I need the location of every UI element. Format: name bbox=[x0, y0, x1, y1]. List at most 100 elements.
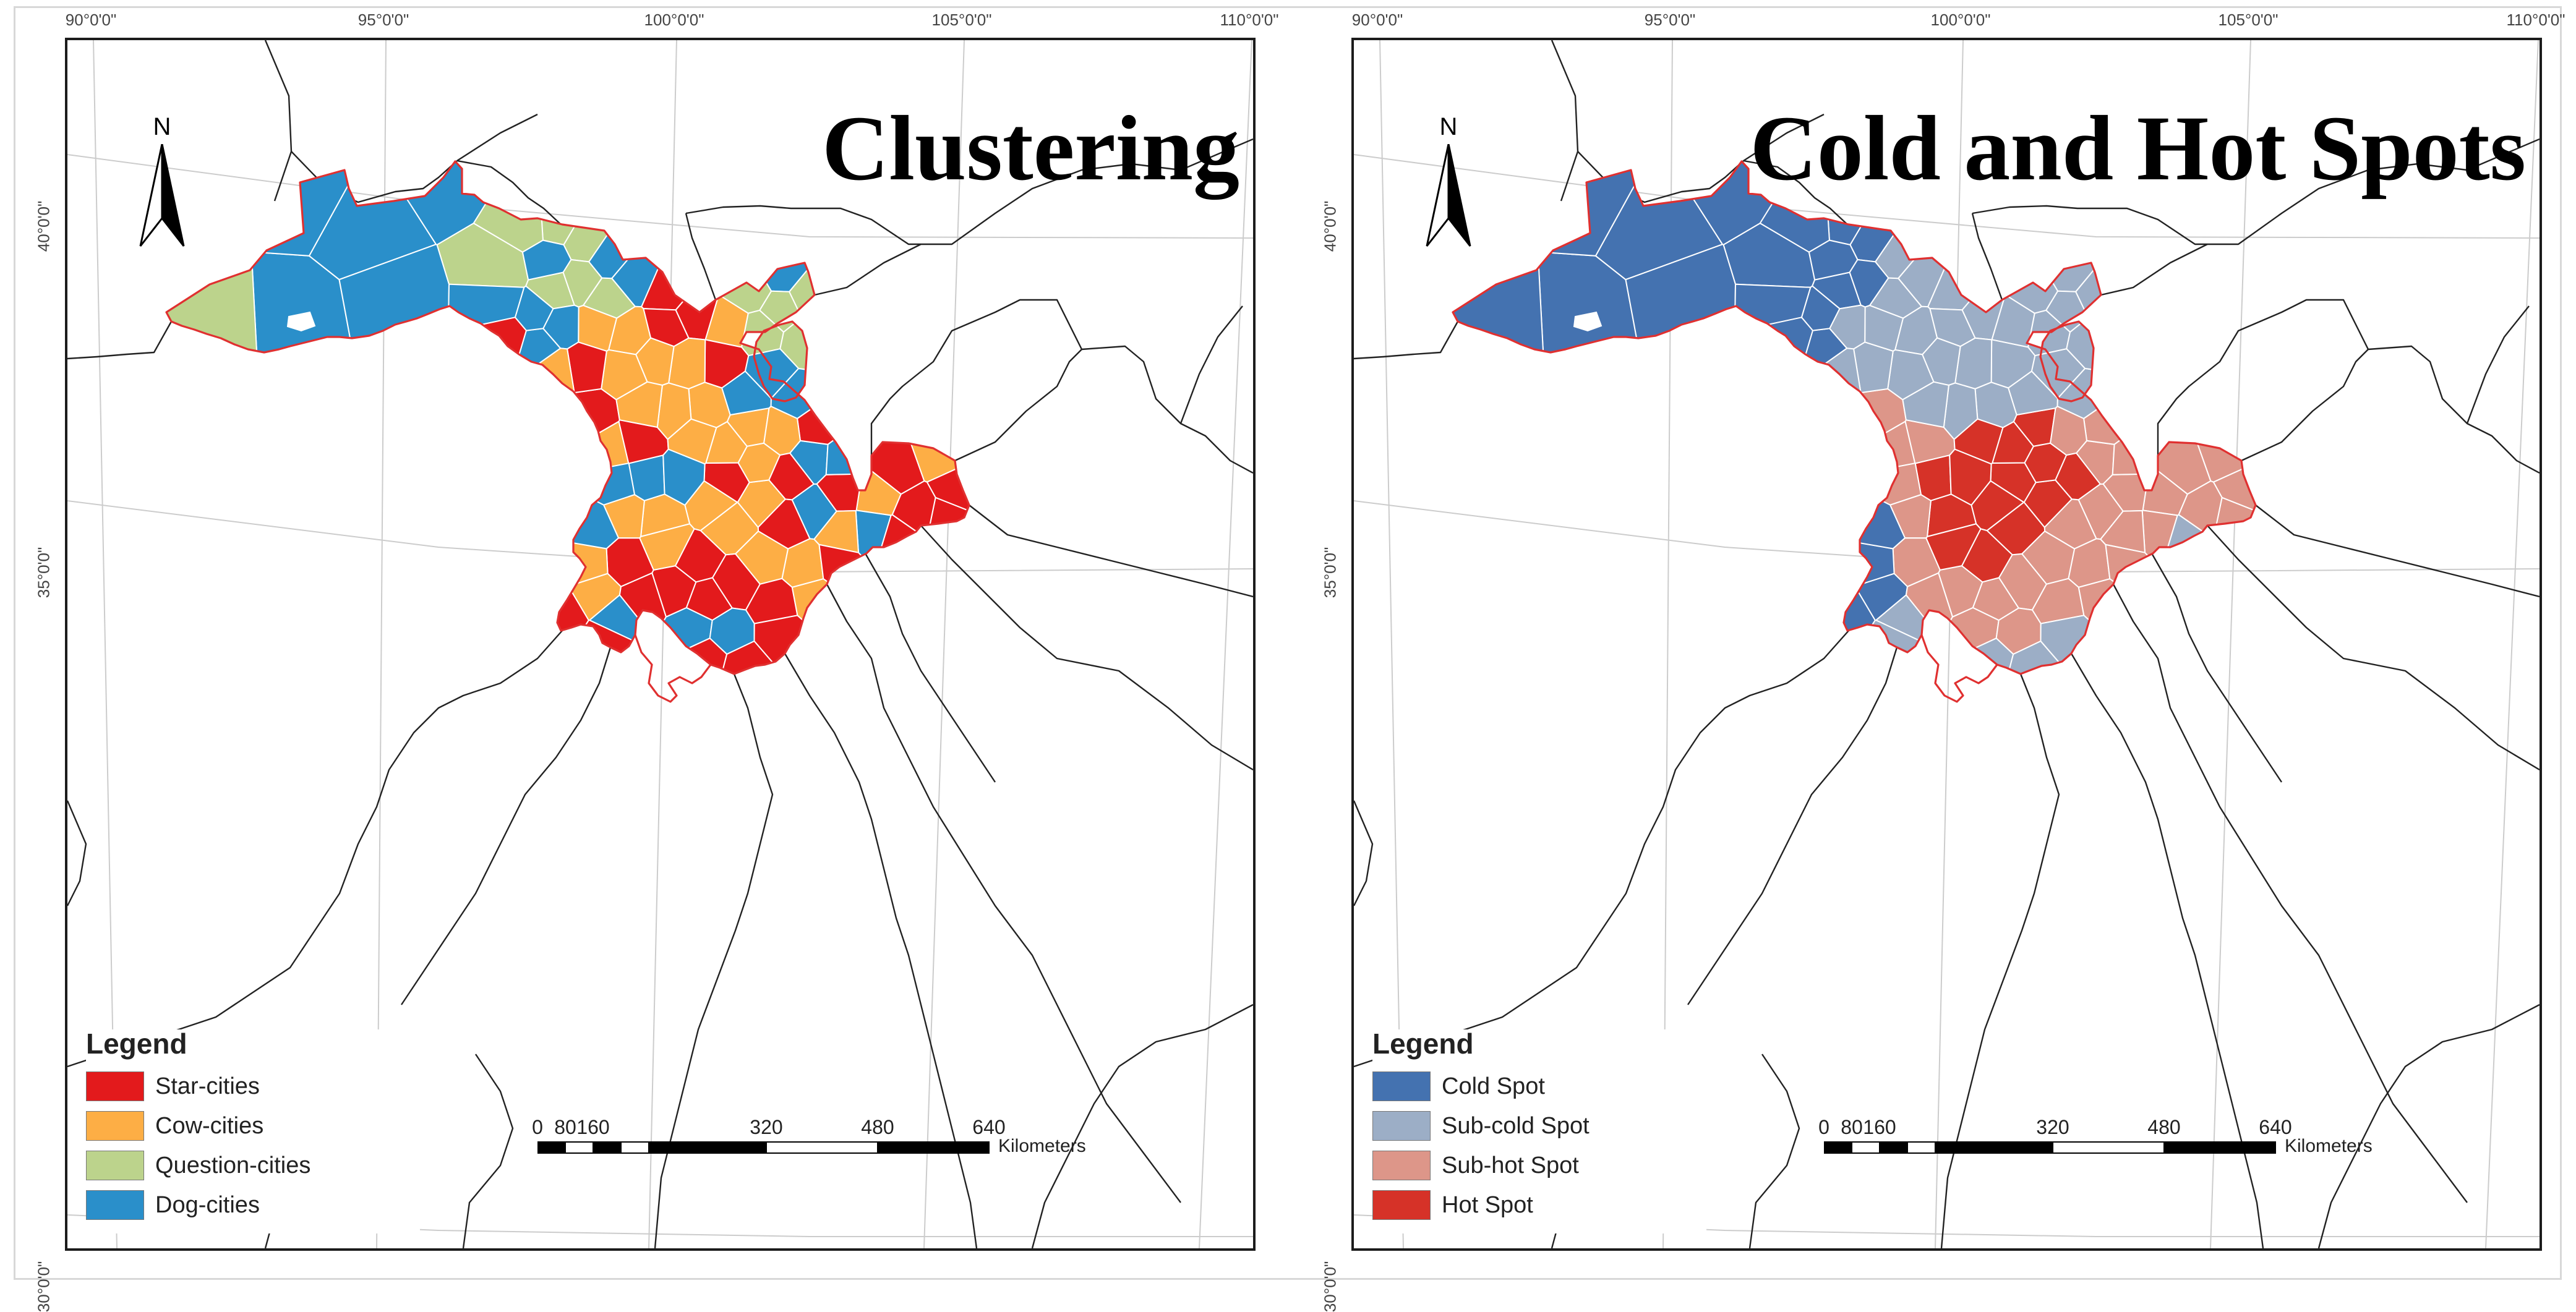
scale-bar-tick-label: 160 bbox=[576, 1116, 610, 1138]
north-arrow-label: N bbox=[153, 113, 171, 140]
scale-bar-tick-label: 480 bbox=[861, 1116, 894, 1138]
district-region bbox=[2055, 452, 2102, 501]
basemap-boundary-line bbox=[264, 40, 293, 202]
scale-bar-tick-label: 0 bbox=[1818, 1116, 1829, 1138]
map-legend: Legend Star-cities Cow-cities Question-citi… bbox=[86, 1029, 420, 1233]
scale-bar-tick-label: 640 bbox=[972, 1116, 1006, 1138]
scale-bar-tick-label: 480 bbox=[2147, 1116, 2181, 1138]
legend-label: Question-cities bbox=[155, 1152, 311, 1178]
province-outline bbox=[1920, 634, 1998, 703]
district-region bbox=[641, 164, 710, 311]
clustering-map-panel: Clustering N Legend Star-cities Cow-cities Qu… bbox=[65, 38, 1256, 1251]
basemap-boundary-line bbox=[2100, 243, 2208, 296]
legend-title: Legend bbox=[1372, 1028, 1474, 1060]
district-region bbox=[1727, 347, 1862, 482]
legend-swatch bbox=[86, 1071, 144, 1101]
longitude-tick-label: 105°0'0" bbox=[931, 11, 992, 29]
district-region bbox=[2066, 317, 2219, 378]
legend-item: Question-cities bbox=[86, 1146, 420, 1185]
legend-swatch bbox=[86, 1151, 144, 1180]
legend-label: Sub-hot Spot bbox=[1442, 1152, 1579, 1178]
panel-title: Clustering bbox=[822, 97, 1239, 200]
legend-label: Dog-cities bbox=[155, 1191, 260, 1218]
longitude-tick-label: 90°0'0" bbox=[65, 11, 117, 29]
province-boundary bbox=[165, 160, 970, 703]
basemap-boundary-line bbox=[2241, 349, 2369, 462]
district-region bbox=[615, 381, 664, 428]
graticule-line bbox=[1354, 154, 2540, 239]
longitude-tick-label: 95°0'0" bbox=[1644, 11, 1696, 29]
graticule-line bbox=[2485, 40, 2539, 1248]
district-region bbox=[1625, 244, 1737, 509]
basemap-boundary-line bbox=[1081, 345, 1253, 474]
legend-swatch bbox=[86, 1190, 144, 1220]
basemap-boundary-line bbox=[870, 299, 1083, 456]
district-region bbox=[1925, 523, 1982, 571]
legend-item: Sub-cold Spot bbox=[1372, 1106, 1706, 1146]
district-region bbox=[1685, 473, 1906, 550]
district-region bbox=[588, 161, 708, 279]
scale-bar-tick-label: 80 bbox=[1841, 1116, 1863, 1138]
graticule-line bbox=[2210, 40, 2251, 1248]
unclassified-district bbox=[286, 311, 316, 332]
province-outline bbox=[1452, 160, 2257, 675]
north-arrow-icon bbox=[1426, 144, 1471, 247]
district-region bbox=[926, 496, 969, 674]
district-region bbox=[338, 244, 450, 509]
district-region bbox=[1656, 161, 1818, 245]
graticule-line bbox=[923, 40, 965, 1248]
district-region bbox=[2040, 615, 2175, 674]
district-region bbox=[2160, 514, 2256, 674]
longitude-tick-label: 100°0'0" bbox=[644, 11, 704, 29]
basemap-boundary-line bbox=[462, 1054, 514, 1248]
hotspots-map bbox=[1354, 40, 2540, 1248]
latitude-tick-label: 35°0'0" bbox=[34, 547, 53, 598]
basemap-boundary-line bbox=[814, 243, 922, 296]
district-region bbox=[1929, 308, 1976, 347]
basemap-boundary-line bbox=[456, 160, 563, 226]
longitude-tick-label: 110°0'0" bbox=[1220, 11, 1279, 29]
basemap-boundary-line bbox=[864, 553, 996, 783]
legend-item: Cow-cities bbox=[86, 1106, 420, 1146]
basemap-boundary-line bbox=[1354, 321, 1459, 360]
legend-title: Legend bbox=[86, 1028, 187, 1060]
basemap-boundary-line bbox=[456, 113, 538, 162]
basemap-boundary-line bbox=[2150, 553, 2282, 783]
legend-label: Sub-cold Spot bbox=[1442, 1112, 1590, 1139]
basemap-boundary-line bbox=[954, 349, 1082, 462]
basemap-boundary-line bbox=[1031, 1003, 1253, 1248]
district-region bbox=[643, 308, 690, 347]
basemap-boundary-line bbox=[1940, 673, 2060, 1248]
basemap-boundary-line bbox=[1743, 113, 1825, 162]
basemap-boundary-line bbox=[2317, 1003, 2540, 1248]
legend-item: Cold Spot bbox=[1372, 1067, 1706, 1106]
legend-swatch bbox=[1372, 1151, 1431, 1180]
province-outline bbox=[634, 634, 712, 703]
basemap-boundary-line bbox=[2207, 525, 2540, 771]
scale-bar-graphic bbox=[537, 1141, 990, 1154]
district-region bbox=[709, 607, 755, 655]
district-region bbox=[463, 388, 620, 477]
district-region bbox=[440, 347, 575, 482]
legend-item: Sub-hot Spot bbox=[1372, 1146, 1706, 1185]
district-region bbox=[1902, 381, 1950, 428]
basemap-boundary-line bbox=[2255, 505, 2540, 598]
legend-swatch bbox=[86, 1111, 144, 1141]
basemap-boundary-line bbox=[654, 673, 774, 1248]
legend-swatch bbox=[1372, 1111, 1431, 1141]
legend-label: Cold Spot bbox=[1442, 1073, 1545, 1099]
district-region bbox=[1995, 607, 2042, 655]
scale-bar-unit: Kilometers bbox=[2285, 1136, 2373, 1156]
district-region bbox=[1836, 462, 1922, 506]
basemap-boundary-line bbox=[1354, 800, 1374, 906]
panel-title: Cold and Hot Spots bbox=[1750, 97, 2526, 200]
scale-bar-tick-label: 320 bbox=[750, 1116, 783, 1138]
scale-bar-tick-label: 640 bbox=[2259, 1116, 2292, 1138]
north-arrow: N bbox=[134, 113, 190, 255]
district-region bbox=[563, 161, 678, 263]
latitude-tick-label: 30°0'0" bbox=[1320, 1261, 1340, 1312]
latitude-tick-label: 30°0'0" bbox=[34, 1261, 53, 1312]
basemap-boundary-line bbox=[1971, 213, 2003, 300]
basemap-boundary-line bbox=[67, 321, 173, 360]
scale-bar: 0 80 160 320 480 640 Kilometers bbox=[1818, 1116, 2442, 1172]
